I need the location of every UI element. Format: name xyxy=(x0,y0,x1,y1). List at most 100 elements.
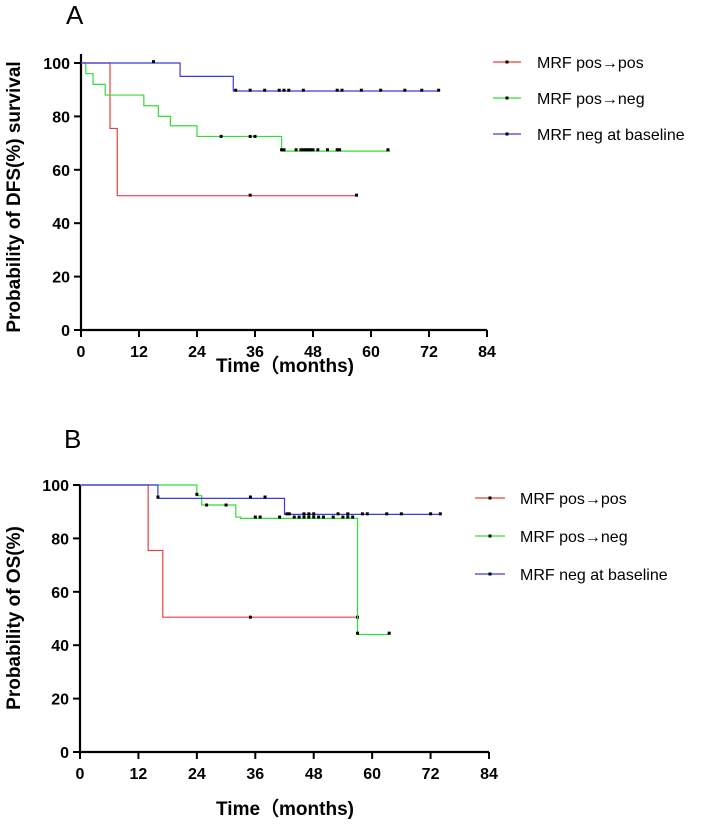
x-tick-label: 12 xyxy=(130,344,148,361)
censor-mark xyxy=(316,148,320,152)
legend-label: MRF pos→neg xyxy=(520,529,628,546)
legend-swatch-marker xyxy=(488,534,492,538)
censor-mark xyxy=(156,495,160,499)
x-tick-label: 12 xyxy=(130,766,148,783)
censor-mark xyxy=(386,148,390,152)
censor-mark xyxy=(403,88,407,92)
censor-mark xyxy=(294,148,298,152)
legend-swatch-marker xyxy=(505,96,509,100)
censor-mark xyxy=(309,148,313,152)
legend-label: MRF pos→pos xyxy=(537,55,644,72)
censor-mark xyxy=(248,134,252,138)
x-tick-label: 0 xyxy=(76,766,85,783)
censor-mark xyxy=(234,88,238,92)
censor-mark xyxy=(438,512,442,516)
dfs-chart-panel: A 0 20 40 60 80 100 0 12 24 36 48 60 72 84 Probabili… xyxy=(4,0,685,377)
censor-mark xyxy=(277,88,281,92)
censor-mark xyxy=(338,148,342,152)
legend-label: MRF neg at baseline xyxy=(520,567,668,584)
y-tick-label: 0 xyxy=(60,745,69,762)
censor-mark xyxy=(287,88,291,92)
censor-mark xyxy=(437,88,441,92)
legend-swatch-marker xyxy=(505,132,509,136)
censor-mark xyxy=(287,512,291,516)
x-tick-label: 36 xyxy=(246,766,264,783)
x-tick-label: 24 xyxy=(188,344,206,361)
survival-curve-series-3 xyxy=(80,484,441,515)
censor-mark xyxy=(205,503,209,507)
x-tick-label: 72 xyxy=(422,766,440,783)
censor-mark xyxy=(321,515,325,519)
censor-mark xyxy=(365,512,369,516)
y-tick-label: 0 xyxy=(61,323,70,340)
censor-mark xyxy=(280,148,284,152)
survival-curve-series-2 xyxy=(80,484,390,636)
y-tick-label: 60 xyxy=(51,585,69,602)
censor-mark xyxy=(195,492,199,496)
y-tick-label: 100 xyxy=(43,56,70,73)
censor-mark xyxy=(340,88,344,92)
x-axis-title: Time（months) xyxy=(216,797,354,820)
legend-label: MRF neg at baseline xyxy=(537,127,685,144)
y-axis-title: Probability of OS(%) xyxy=(4,526,25,710)
censor-mark xyxy=(356,631,360,635)
x-tick-label: 84 xyxy=(480,766,498,783)
x-tick-label: 24 xyxy=(188,766,206,783)
censor-mark xyxy=(336,512,340,516)
censor-mark xyxy=(351,515,355,519)
x-tick-label: 72 xyxy=(420,344,438,361)
y-tick-label: 80 xyxy=(51,531,69,548)
censor-mark xyxy=(297,515,301,519)
censor-mark xyxy=(385,512,389,516)
censor-mark xyxy=(399,512,403,516)
y-axis-title: Probability of DFS(%) survival xyxy=(4,61,25,332)
censor-mark xyxy=(346,515,350,519)
censor-mark xyxy=(248,193,252,197)
censor-mark xyxy=(335,148,339,152)
survival-curve-series-2 xyxy=(81,62,391,152)
censor-mark xyxy=(355,193,358,197)
censor-mark xyxy=(253,134,257,138)
censor-mark xyxy=(360,512,364,516)
y-tick-label: 20 xyxy=(51,692,69,709)
censor-mark xyxy=(335,88,339,92)
censor-mark xyxy=(301,148,305,152)
censor-mark xyxy=(282,88,286,92)
legend-swatch-marker xyxy=(505,60,509,64)
censor-mark xyxy=(248,615,252,619)
censor-mark xyxy=(307,512,311,516)
x-axis-title: Time（months) xyxy=(216,354,354,377)
censor-mark xyxy=(304,148,308,152)
censor-mark xyxy=(292,515,296,519)
x-tick-label: 60 xyxy=(362,344,380,361)
censor-mark xyxy=(429,512,433,516)
x-tick-label: 84 xyxy=(478,344,496,361)
y-tick-label: 40 xyxy=(51,638,69,655)
censor-mark xyxy=(387,631,391,635)
legend-swatch-marker xyxy=(488,572,492,576)
censor-mark xyxy=(312,515,316,519)
censor-mark xyxy=(326,148,329,152)
panel-label: A xyxy=(66,0,84,30)
censor-mark xyxy=(152,60,155,64)
censor-mark xyxy=(302,515,306,519)
x-tick-label: 48 xyxy=(304,344,322,361)
censor-mark xyxy=(331,515,335,519)
censor-mark xyxy=(317,515,321,519)
x-tick-label: 48 xyxy=(305,766,323,783)
x-tick-label: 36 xyxy=(246,344,264,361)
x-tick-label: 60 xyxy=(363,766,381,783)
censor-mark xyxy=(219,134,223,138)
censor-mark xyxy=(253,515,257,519)
censor-mark xyxy=(224,503,228,507)
censor-mark xyxy=(299,148,303,152)
censor-mark xyxy=(282,148,286,152)
panel-label: B xyxy=(64,424,81,454)
censor-mark xyxy=(278,515,282,519)
censor-mark xyxy=(312,512,316,516)
survival-curve-series-3 xyxy=(81,62,439,92)
y-tick-label: 100 xyxy=(42,478,69,495)
censor-mark xyxy=(248,495,252,499)
y-tick-label: 40 xyxy=(52,216,70,233)
legend-label: MRF pos→neg xyxy=(537,91,645,108)
